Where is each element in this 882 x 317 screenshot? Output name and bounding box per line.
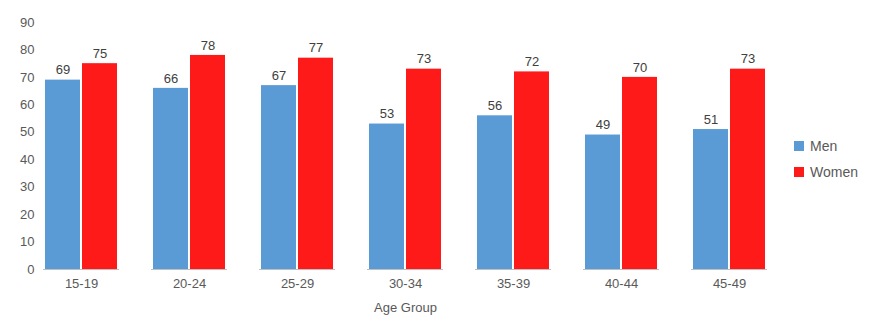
svg-text:70: 70 [20, 70, 34, 85]
svg-text:53: 53 [380, 106, 394, 121]
svg-text:78: 78 [201, 38, 215, 53]
svg-text:45-49: 45-49 [713, 276, 746, 291]
svg-text:20-24: 20-24 [173, 276, 206, 291]
svg-text:67: 67 [272, 68, 286, 83]
svg-text:70: 70 [633, 60, 647, 75]
svg-text:73: 73 [741, 51, 755, 66]
svg-text:40: 40 [20, 152, 34, 167]
svg-text:Age Group: Age Group [374, 300, 437, 315]
svg-text:20: 20 [20, 207, 34, 222]
svg-text:80: 80 [20, 42, 34, 57]
svg-text:51: 51 [704, 112, 718, 127]
svg-text:66: 66 [164, 71, 178, 86]
svg-text:40-44: 40-44 [605, 276, 638, 291]
html-text:Women: Women [810, 163, 858, 180]
svg-text:90: 90 [20, 15, 34, 30]
svg-text:73: 73 [417, 51, 431, 66]
svg-text:0: 0 [27, 262, 34, 277]
svg-text:15-19: 15-19 [65, 276, 98, 291]
svg-text:77: 77 [309, 40, 323, 55]
svg-text:56: 56 [488, 98, 502, 113]
svg-text:30-34: 30-34 [389, 276, 422, 291]
svg-text:60: 60 [20, 97, 34, 112]
svg-text:50: 50 [20, 124, 34, 139]
svg-text:72: 72 [525, 54, 539, 69]
svg-text:10: 10 [20, 234, 34, 249]
svg-text:25-29: 25-29 [281, 276, 314, 291]
svg-text:35-39: 35-39 [497, 276, 530, 291]
svg-text:69: 69 [56, 62, 70, 77]
html-text:Men: Men [810, 137, 838, 154]
svg-text:49: 49 [596, 117, 610, 132]
svg-text:30: 30 [20, 179, 34, 194]
svg-text:75: 75 [93, 46, 107, 61]
